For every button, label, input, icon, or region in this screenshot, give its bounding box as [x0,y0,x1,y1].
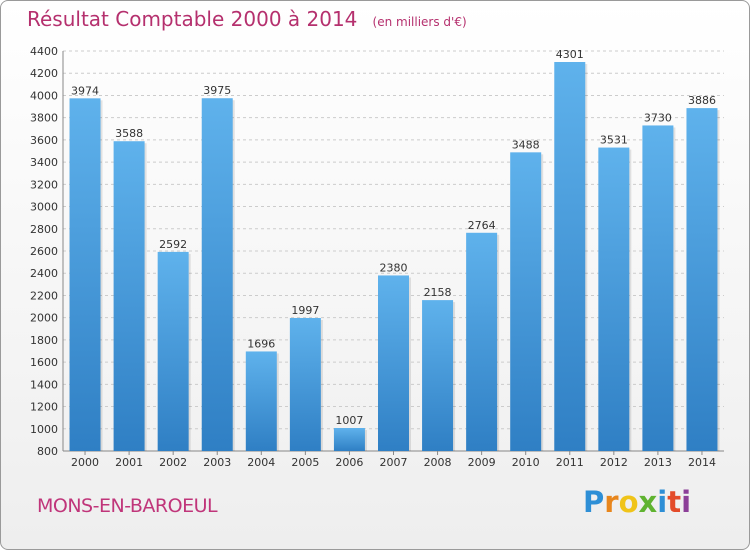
logo-letter: t [667,485,682,519]
x-tick-label: 2003 [203,456,231,469]
y-tick-label: 1200 [30,401,58,414]
bar-2014 [686,108,718,451]
chart-title-block: Résultat Comptable 2000 à 2014 (en milli… [27,7,467,31]
axes: 800 1000 1200 1400 1600 1800 2000 2200 2400 2600 2… [30,45,724,469]
logo-letter: x [638,485,658,519]
data-label: 2592 [159,238,187,251]
x-tick-label: 2002 [159,456,187,469]
x-tick-label: 2010 [512,456,540,469]
bar-2012 [598,147,630,452]
x-tick-label: 2014 [688,456,716,469]
x-tick-label: 2006 [335,456,363,469]
bar-2013 [642,125,674,451]
bar-2004 [245,351,277,451]
y-tick-label: 4400 [30,45,58,58]
x-tick-label: 2011 [556,456,584,469]
logo-letter: o [618,485,639,519]
bar-2005 [289,318,321,451]
bar-2001 [113,141,145,451]
x-tick-label: 2004 [247,456,275,469]
y-tick-label: 1600 [30,356,58,369]
bar-2007 [378,275,409,451]
city-name: MONS-EN-BAROEUL [37,495,218,517]
chart-subtitle: (en milliers d'€) [372,15,467,29]
data-label: 3974 [71,84,99,97]
y-tick-label: 3400 [30,156,58,169]
x-tick-label: 2009 [468,456,496,469]
x-tick-label: 2012 [600,456,628,469]
data-label: 2380 [380,261,408,274]
y-tick-label: 1800 [30,334,58,347]
y-tick-label: 4200 [30,67,58,80]
bar-2009 [466,232,498,451]
y-tick-label: 2200 [30,289,58,302]
data-label: 3730 [644,111,672,124]
y-tick-label: 2600 [30,245,58,258]
chart-title: Résultat Comptable 2000 à 2014 [27,7,358,31]
logo-letter: P [583,485,605,519]
x-tick-label: 2000 [71,456,99,469]
data-label: 3975 [203,84,231,97]
bar-2010 [510,152,542,452]
bars [69,62,720,452]
data-label: 2158 [424,286,452,299]
proxiti-logo[interactable]: Proxiti [583,485,691,519]
y-tick-label: 3800 [30,112,58,125]
logo-letter: i [681,485,692,519]
y-tick-label: 800 [37,445,58,458]
y-tick-label: 3200 [30,178,58,191]
y-tick-label: 4000 [30,89,58,102]
y-tick-label: 3000 [30,201,58,214]
y-tick-label: 1400 [30,378,58,391]
data-label: 3531 [600,134,628,147]
x-tick-label: 2001 [115,456,143,469]
bar-2011 [554,62,586,451]
bar-2006 [333,428,365,451]
data-label: 1997 [291,304,319,317]
data-label: 3588 [115,127,143,140]
bar-2002 [157,251,189,451]
bar-2000 [69,98,101,451]
y-tick-label: 3600 [30,134,58,147]
x-tick-label: 2007 [380,456,408,469]
data-label: 4301 [556,48,584,61]
data-label: 1696 [247,337,275,350]
x-tick-label: 2005 [291,456,319,469]
logo-letter: i [657,485,668,519]
data-label: 2764 [468,219,496,232]
y-tick-label: 1000 [30,423,58,436]
data-label: 1007 [335,414,363,427]
logo-letter: r [604,485,619,519]
y-tick-label: 2800 [30,223,58,236]
data-label: 3488 [512,138,540,151]
bar-2003 [201,98,233,451]
y-tick-label: 2000 [30,312,58,325]
x-tick-label: 2008 [424,456,452,469]
bar-2008 [422,300,454,451]
x-tick-label: 2013 [644,456,672,469]
y-tick-label: 2400 [30,267,58,280]
data-label: 3886 [688,94,716,107]
data-labels: 3974 3588 2592 3975 1696 1997 1007 2380 2158 2764… [71,48,716,427]
